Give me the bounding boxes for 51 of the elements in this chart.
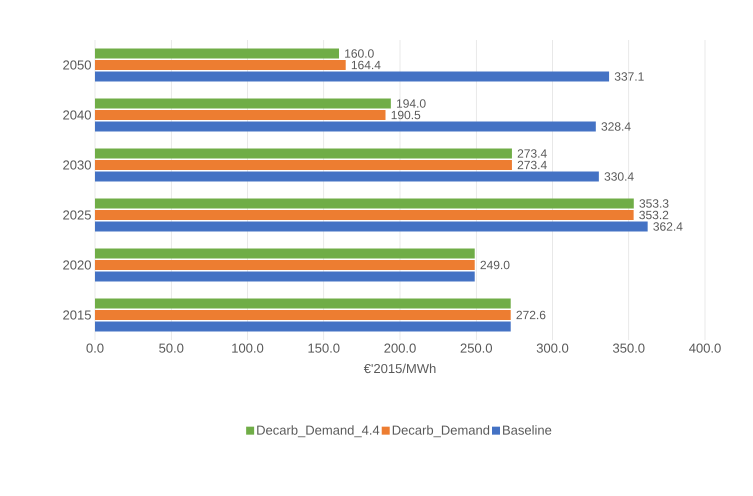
legend-label: Baseline xyxy=(503,425,552,435)
data-label: 362.4 xyxy=(653,222,683,231)
x-tick-label: 0.0 xyxy=(86,344,104,353)
bar xyxy=(95,198,634,208)
bar xyxy=(95,222,648,232)
bar xyxy=(95,322,511,332)
y-tick-label: 2050 xyxy=(63,60,91,70)
x-axis-title: €'2015/MWh xyxy=(364,364,436,374)
y-tick-label: 2020 xyxy=(63,260,91,270)
x-tick-label: 100.0 xyxy=(232,344,264,353)
bar xyxy=(95,172,599,182)
y-tick-label: 2040 xyxy=(63,110,91,120)
bar xyxy=(95,260,475,270)
y-tick-label: 2025 xyxy=(63,210,91,220)
data-label: 190.5 xyxy=(392,110,420,120)
data-label: 273.4 xyxy=(518,149,547,158)
data-label: 353.2 xyxy=(639,210,668,220)
data-label: 273.4 xyxy=(518,160,547,170)
data-label: 272.6 xyxy=(516,310,546,320)
bar xyxy=(95,98,391,108)
data-label: 328.4 xyxy=(601,122,631,131)
bar xyxy=(95,248,475,258)
x-tick-label: 50.0 xyxy=(159,344,184,353)
x-tick-label: 250.0 xyxy=(460,344,492,353)
x-tick-label: 350.0 xyxy=(612,344,645,353)
legend-label: Decarb_Demand xyxy=(392,425,490,438)
bar xyxy=(95,60,346,70)
bar xyxy=(95,110,386,120)
data-label: 164.4 xyxy=(352,60,381,70)
bar xyxy=(95,122,596,132)
data-label: 194.0 xyxy=(396,99,426,108)
bar xyxy=(95,48,340,58)
data-label: 337.1 xyxy=(614,72,644,81)
y-tick-label: 2015 xyxy=(63,310,91,320)
data-label: 353.3 xyxy=(639,199,668,208)
x-tick-label: 300.0 xyxy=(536,344,568,353)
data-label: 160.0 xyxy=(345,49,374,58)
x-tick-label: 200.0 xyxy=(384,344,416,353)
x-tick-label: 400.0 xyxy=(689,344,721,353)
bar xyxy=(95,71,610,82)
bar xyxy=(95,272,475,282)
y-tick-label: 2030 xyxy=(63,160,91,170)
bar xyxy=(95,160,512,170)
legend-label: Decarb_Demand_4.4 xyxy=(257,425,380,438)
bar xyxy=(95,210,634,220)
bar xyxy=(95,298,511,308)
x-tick-label: 150.0 xyxy=(308,344,340,353)
bar xyxy=(95,310,511,320)
data-label: 330.4 xyxy=(604,172,634,181)
bar xyxy=(95,148,512,158)
data-label: 249.0 xyxy=(480,260,510,270)
